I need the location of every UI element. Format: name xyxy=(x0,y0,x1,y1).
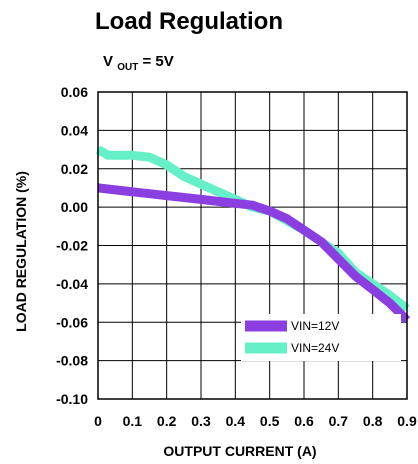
y-tick-label: 0.00 xyxy=(61,199,88,215)
legend-label: VIN=12V xyxy=(291,319,339,333)
x-tick-label: 0.4 xyxy=(226,413,246,429)
y-tick-label: 0.06 xyxy=(61,84,88,100)
legend: VIN=12V VIN=24V xyxy=(241,314,401,361)
y-tick-label: 0.04 xyxy=(61,122,88,138)
x-tick-label: 0 xyxy=(94,413,102,429)
x-tick-label: 0.9 xyxy=(397,413,417,429)
y-axis-label: LOAD REGULATION (%) xyxy=(13,171,29,332)
y-tick-label: -0.08 xyxy=(56,353,88,369)
y-tick-label: 0.02 xyxy=(61,161,88,177)
x-tick-label: 0.3 xyxy=(191,413,211,429)
series-line-vin-12v xyxy=(97,183,411,324)
x-tick-labels: 0 0.1 0.2 0.3 0.4 0.5 0.6 0.7 0.8 0.9 xyxy=(94,413,417,429)
plot-frame xyxy=(97,91,408,400)
x-tick-label: 0.5 xyxy=(260,413,280,429)
condition-prefix: V xyxy=(103,53,113,70)
data-series xyxy=(95,145,411,324)
y-tick-label: -0.02 xyxy=(56,238,88,254)
x-tick-label: 0.1 xyxy=(123,413,143,429)
y-tick-label: -0.06 xyxy=(56,314,88,330)
legend-label: VIN=24V xyxy=(291,341,339,355)
x-axis-label: OUTPUT CURRENT (A) xyxy=(163,443,316,459)
x-tick-label: 0.2 xyxy=(157,413,177,429)
chart-title: Load Regulation xyxy=(95,8,283,35)
output-voltage-condition: V OUT = 5V xyxy=(103,53,174,74)
x-tick-label: 0.6 xyxy=(294,413,314,429)
condition-suffix: = 5V xyxy=(142,53,173,70)
condition-subscript: OUT xyxy=(117,62,138,73)
y-tick-label: -0.10 xyxy=(56,391,88,407)
y-tick-labels: 0.06 0.04 0.02 0.00 -0.02 -0.04 -0.06 -0.08 -0.1… xyxy=(56,84,88,407)
y-tick-label: -0.04 xyxy=(56,276,88,292)
x-tick-label: 0.7 xyxy=(329,413,349,429)
x-tick-label: 0.8 xyxy=(363,413,383,429)
